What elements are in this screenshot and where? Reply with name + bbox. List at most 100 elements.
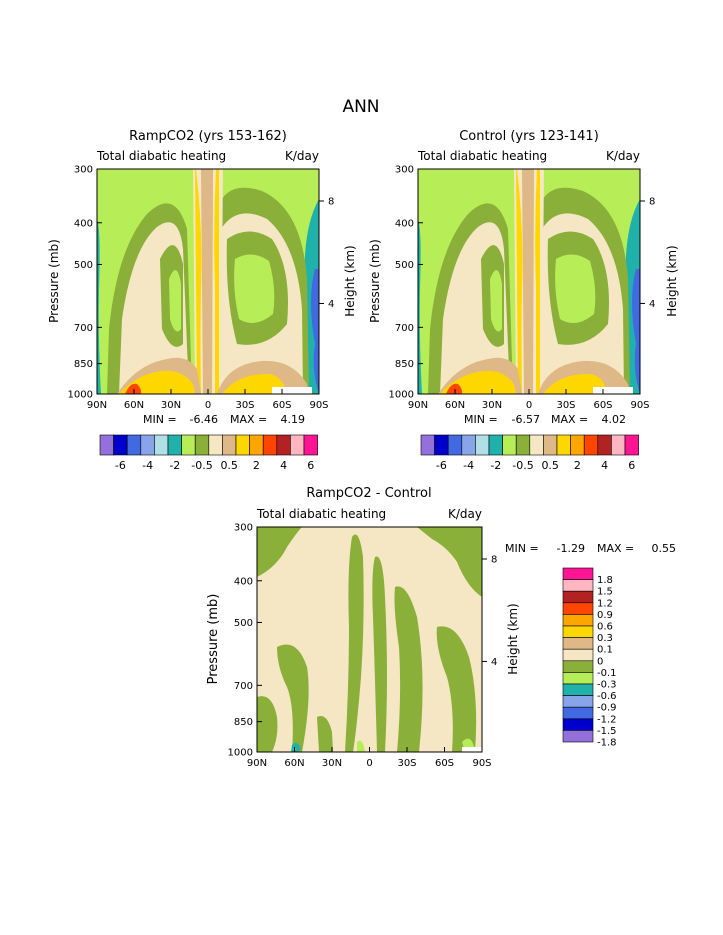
colorbar-swatch	[624, 434, 639, 456]
y-tick-label: 1000	[389, 390, 414, 401]
colorbar-swatch	[543, 434, 558, 456]
colorbar-label: -1.2	[597, 714, 617, 725]
min-value: -1.29	[557, 542, 585, 555]
contour-plot	[257, 527, 482, 752]
colorbar-swatch	[113, 434, 128, 456]
contour-plot	[97, 169, 319, 394]
colorbar-label: 0.5	[541, 459, 559, 472]
y-tick-label: 700	[74, 323, 93, 334]
colorbar-rampco2: -6 -4 -2 -0.5 0.5 2 4 6	[99, 434, 318, 472]
colorbar-label: 2	[253, 459, 260, 472]
colorbar-label: 6	[307, 459, 314, 472]
x-tick-label: 90N	[247, 758, 267, 769]
y-right-tick-label: 8	[328, 196, 334, 207]
colorbar-swatch	[562, 579, 594, 592]
x-tick-label: 60N	[445, 400, 465, 411]
panel-title: RampCO2 - Control	[306, 486, 431, 501]
y-tick-label: 850	[395, 359, 414, 370]
colorbar-swatch	[249, 434, 264, 456]
colorbar-swatch	[562, 718, 594, 731]
colorbar-swatch	[208, 434, 223, 456]
colorbar-label: 0.6	[597, 622, 613, 633]
colorbar-swatch	[556, 434, 571, 456]
colorbar-swatch	[99, 434, 114, 456]
colorbar-swatch	[502, 434, 517, 456]
colorbar-swatch	[222, 434, 237, 456]
colorbar-label: -0.3	[597, 680, 617, 691]
colorbar-swatch	[140, 434, 155, 456]
panel-units: K/day	[606, 149, 640, 163]
colorbar-label: -2	[169, 459, 180, 472]
colorbar-label: 4	[601, 459, 608, 472]
max-label: MAX =	[597, 542, 634, 555]
min-label: MIN =	[143, 413, 177, 426]
colorbar-label: -4	[142, 459, 153, 472]
colorbar-label: 0	[597, 656, 603, 667]
panel-control: Control (yrs 123-141) Total diabatic hea…	[368, 129, 679, 426]
y-tick-label: 1000	[68, 390, 93, 401]
y-tick-label: 400	[395, 218, 414, 229]
y-tick-label: 700	[395, 323, 414, 334]
y-tick-label: 400	[74, 218, 93, 229]
panel-units: K/day	[448, 507, 482, 521]
x-tick-label: 90S	[309, 400, 328, 411]
panel-subtitle: Total diabatic heating	[417, 149, 547, 163]
max-label: MAX =	[230, 413, 267, 426]
colorbar-swatch	[488, 434, 503, 456]
colorbar-label: 0.1	[597, 645, 613, 656]
colorbar-swatch	[570, 434, 585, 456]
colorbar-swatch	[434, 434, 449, 456]
colorbar-label: 0.5	[220, 459, 238, 472]
colorbar-label: -1.8	[597, 738, 617, 749]
colorbar-swatch	[562, 706, 594, 720]
colorbar-swatch	[447, 434, 463, 456]
colorbar-swatch	[420, 434, 435, 456]
y-tick-label: 850	[74, 359, 93, 370]
tick-layer: 300 400 500 700 850 1000 8 4 90N 60N 30N 0 30S 60S 90S	[68, 165, 335, 412]
y-axis-label-right: Height (km)	[343, 245, 357, 316]
panel-title: RampCO2 (yrs 153-162)	[129, 129, 287, 144]
colorbar-label: -1.5	[597, 726, 617, 737]
y-tick-label: 300	[395, 165, 414, 176]
y-axis-label-right: Height (km)	[506, 603, 520, 674]
colorbar-swatch	[461, 434, 476, 456]
colorbar-swatch	[562, 672, 594, 685]
colorbar-difference: 1.81.51.20.90.60.30.10-0.1-0.3-0.6-0.9-1…	[562, 567, 617, 749]
colorbar-swatch	[235, 434, 250, 456]
x-tick-label: 30N	[161, 400, 181, 411]
y-axis-label: Pressure (mb)	[47, 239, 61, 323]
contour-plot	[418, 169, 640, 394]
x-tick-label: 30S	[235, 400, 254, 411]
y-right-tick-label: 4	[328, 299, 334, 310]
colorbar-swatch	[303, 434, 318, 456]
colorbar-swatch	[167, 434, 182, 456]
y-right-tick-label: 8	[491, 554, 497, 565]
colorbar-swatch	[290, 434, 305, 456]
x-tick-label: 60N	[124, 400, 144, 411]
y-right-tick-label: 8	[649, 196, 655, 207]
colorbar-label: -0.5	[191, 459, 212, 472]
colorbar-label: -0.1	[597, 668, 617, 679]
y-tick-label: 300	[234, 523, 253, 534]
colorbar-swatch	[562, 730, 594, 743]
x-tick-label: 60N	[284, 758, 304, 769]
colorbar-label: 0.3	[597, 633, 613, 644]
colorbar-label: 1.5	[597, 587, 613, 598]
x-tick-label: 0	[526, 400, 532, 411]
x-tick-label: 60S	[593, 400, 612, 411]
colorbar-label: -0.6	[597, 691, 617, 702]
panel-subtitle: Total diabatic heating	[256, 507, 386, 521]
y-tick-label: 500	[74, 260, 93, 271]
colorbar-swatch	[562, 637, 594, 650]
colorbar-swatch	[562, 648, 594, 662]
colorbar-swatch	[562, 660, 594, 673]
x-tick-label: 30N	[322, 758, 342, 769]
y-axis-label: Pressure (mb)	[368, 239, 382, 323]
colorbar-label: -6	[436, 459, 447, 472]
panel-subtitle: Total diabatic heating	[96, 149, 226, 163]
min-value: -6.57	[512, 413, 540, 426]
y-tick-label: 400	[234, 576, 253, 587]
panel-difference: RampCO2 - Control Total diabatic heating…	[206, 486, 676, 769]
colorbar-label: 1.8	[597, 575, 613, 586]
min-label: MIN =	[464, 413, 498, 426]
